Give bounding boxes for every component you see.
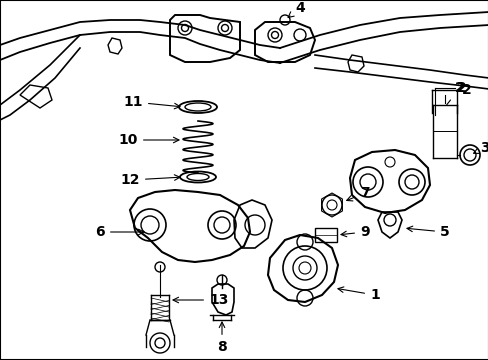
Text: 9: 9 (340, 225, 369, 239)
Text: 5: 5 (406, 225, 449, 239)
Text: 13: 13 (173, 293, 228, 307)
Text: 6: 6 (95, 225, 143, 239)
Text: 4: 4 (287, 1, 304, 18)
Text: 1: 1 (337, 287, 379, 302)
Text: 8: 8 (217, 322, 226, 354)
Text: 2: 2 (461, 83, 471, 97)
Text: 2: 2 (456, 81, 466, 95)
Text: 2: 2 (446, 81, 464, 105)
Text: 7: 7 (346, 186, 369, 201)
Text: 10: 10 (119, 133, 179, 147)
Text: 11: 11 (123, 95, 180, 109)
Text: 12: 12 (120, 173, 180, 187)
Text: 3: 3 (473, 141, 488, 155)
